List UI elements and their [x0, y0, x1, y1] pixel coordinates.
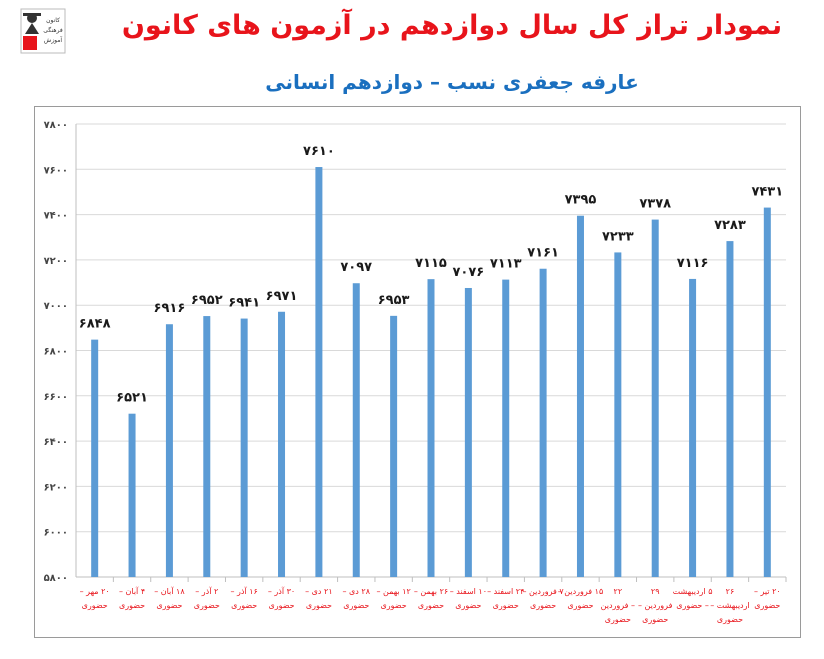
- bar: [165, 324, 173, 577]
- x-tick-label: ۲۸ دی – حضوری: [343, 587, 371, 610]
- bar: [763, 207, 771, 578]
- kanoon-logo: کانون فرهنگی آموزش: [20, 8, 66, 54]
- y-tick-label: ۶۸۰۰: [44, 347, 68, 358]
- logo-line-2: فرهنگی: [43, 26, 63, 34]
- data-label: ۷۱۱۶: [677, 256, 709, 271]
- x-tick-label: ۲۶ بهمن – حضوری: [414, 587, 448, 610]
- logo-line-1: کانون: [46, 17, 60, 24]
- bar: [464, 287, 472, 577]
- x-tick-label: ۲۰ تیر – حضوری: [754, 587, 781, 610]
- x-tick-label: ۴ آبان – حضوری: [119, 586, 145, 610]
- x-tick-label: ۲ آذر – حضوری: [194, 586, 220, 610]
- data-label: ۶۹۴۱: [228, 296, 260, 311]
- x-tick-label: ۲۰ مهر – حضوری: [80, 587, 110, 610]
- bar: [427, 279, 435, 577]
- y-tick-label: ۵۸۰۰: [44, 573, 68, 584]
- y-tick-label: ۷۲۰۰: [44, 256, 68, 267]
- data-label: ۶۹۱۶: [154, 301, 186, 316]
- y-tick-label: ۶۰۰۰: [44, 528, 68, 539]
- data-label: ۷۳۷۸: [639, 197, 671, 212]
- bar: [390, 315, 398, 577]
- x-tick-label: ۲۹ فروردین – حضوری: [638, 587, 673, 624]
- x-tick-label: ۲۶ اردیبهشت – حضوری: [710, 587, 750, 624]
- chart-frame: [34, 106, 801, 638]
- data-label: ۷۰۷۶: [452, 265, 484, 280]
- chart-subtitle: عارفه جعفری نسب – دوازدهم انسانی: [265, 70, 639, 94]
- bar: [240, 318, 248, 577]
- data-label: ۷۱۱۵: [415, 256, 447, 271]
- y-tick-label: ۶۲۰۰: [44, 482, 68, 493]
- x-tick-label: ۱۲ بهمن – حضوری: [376, 587, 410, 610]
- bar: [352, 283, 360, 577]
- y-tick-label: ۶۶۰۰: [44, 392, 68, 403]
- x-tick-label: ۵ اردیبهشت – حضوری: [673, 587, 713, 610]
- y-tick-label: ۷۶۰۰: [44, 165, 68, 176]
- bar: [614, 252, 622, 577]
- x-tick-label: ۷ فروردین – حضوری: [522, 587, 564, 610]
- data-label: ۷۱۱۳: [490, 257, 522, 272]
- bar: [203, 316, 211, 577]
- y-tick-label: ۶۴۰۰: [44, 437, 68, 448]
- x-tick-label: ۱۰ اسفند – حضوری: [450, 587, 487, 610]
- bar: [651, 219, 659, 577]
- data-label: ۷۴۳۱: [751, 185, 783, 200]
- y-tick-label: ۷۴۰۰: [44, 211, 68, 222]
- x-tick-label: ۲۱ دی – حضوری: [305, 587, 333, 610]
- data-label: ۶۹۵۲: [191, 293, 223, 308]
- x-tick-label: ۲۴ اسفند – حضوری: [487, 587, 524, 610]
- logo-line-3: آموزش: [44, 35, 63, 44]
- data-label: ۷۶۱۰: [303, 144, 335, 159]
- data-label: ۶۹۷۱: [266, 289, 298, 304]
- data-label: ۶۵۲۱: [116, 391, 148, 406]
- data-label: ۷۳۹۵: [565, 193, 597, 208]
- bar: [726, 241, 734, 577]
- bar: [315, 167, 323, 577]
- data-label: ۷۱۶۱: [527, 246, 559, 261]
- x-tick-label: ۱۸ آبان – حضوری: [154, 586, 185, 610]
- data-label: ۷۲۳۳: [602, 229, 634, 244]
- data-label: ۶۸۴۸: [79, 317, 111, 332]
- bar: [576, 215, 584, 578]
- data-label: ۶۹۵۳: [378, 293, 410, 308]
- x-tick-label: ۱۶ آذر – حضوری: [230, 586, 257, 610]
- x-tick-label: ۱۵ فروردین – حضوری: [558, 587, 604, 610]
- bar: [128, 413, 136, 577]
- bar: [502, 279, 510, 577]
- bar: [539, 268, 547, 577]
- y-tick-label: ۷۰۰۰: [44, 301, 68, 312]
- data-label: ۷۲۸۳: [714, 218, 746, 233]
- y-tick-label: ۷۸۰۰: [44, 120, 68, 131]
- x-tick-label: ۲۲– فروردین حضوری: [601, 587, 635, 624]
- data-label: ۷۰۹۷: [340, 260, 372, 275]
- bar: [278, 311, 286, 577]
- chart-title: نمودار تراز کل سال دوازدهم در آزمون های …: [121, 10, 783, 41]
- bar: [689, 278, 697, 577]
- bar: [91, 339, 99, 577]
- x-tick-label: ۳۰ آذر – حضوری: [268, 586, 295, 610]
